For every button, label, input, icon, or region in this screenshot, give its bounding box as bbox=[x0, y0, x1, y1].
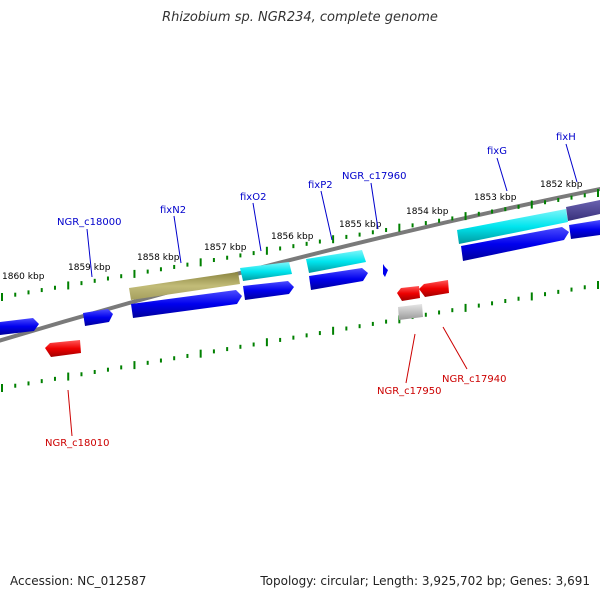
NGR_c17960-cds[interactable] bbox=[383, 264, 388, 277]
gene-arrow-NGR_c17940[interactable] bbox=[419, 280, 449, 297]
label-fixG[interactable]: fixG bbox=[487, 146, 507, 157]
label-NGR_c18000[interactable]: NGR_c18000 bbox=[57, 217, 122, 228]
pseudogene-box[interactable] bbox=[398, 304, 423, 320]
leader-fixO2 bbox=[252, 202, 262, 252]
forward-gene-arrows bbox=[0, 220, 600, 335]
genome-summary-text: Topology: circular; Length: 3,925,702 bp… bbox=[260, 574, 590, 588]
accession-text: Accession: NC_012587 bbox=[10, 574, 147, 588]
fixH-cds[interactable] bbox=[566, 200, 600, 221]
scale-labels: 1852 kbp 1853 kbp 1854 kbp 1855 kbp 1856… bbox=[2, 180, 583, 282]
fixO2-cds[interactable] bbox=[240, 262, 292, 281]
fixP2-cds[interactable] bbox=[306, 250, 366, 273]
fixN2-cds[interactable] bbox=[129, 272, 240, 300]
gene-arrow-NGR_c18000[interactable] bbox=[83, 309, 113, 326]
reverse-scale-dots bbox=[1, 281, 599, 392]
label-NGR_c17950[interactable]: NGR_c17950 bbox=[377, 386, 442, 397]
reverse-gene-arrows bbox=[45, 280, 449, 357]
scale-label-1852: 1852 kbp bbox=[540, 180, 583, 190]
map-title: Rhizobium sp. NGR234, complete genome bbox=[162, 10, 438, 25]
leader-NGR_c17960 bbox=[370, 182, 379, 230]
forward-leader-lines bbox=[86, 143, 578, 278]
gene-arrow-fixP2[interactable] bbox=[309, 268, 368, 290]
gene-arrow-NGR_c18010[interactable] bbox=[45, 340, 81, 357]
label-NGR_c17940[interactable]: NGR_c17940 bbox=[442, 374, 507, 385]
gene-arrow-fixO2[interactable] bbox=[243, 281, 294, 300]
scale-label-1853: 1853 kbp bbox=[474, 193, 517, 203]
reverse-gene-labels: NGR_c17940 NGR_c17950 NGR_c18010 bbox=[45, 374, 507, 449]
gene-arrow-left[interactable] bbox=[0, 318, 39, 335]
scale-label-1856: 1856 kbp bbox=[271, 232, 314, 242]
gene-arrow-fixN2[interactable] bbox=[131, 290, 242, 318]
label-NGR_c18010[interactable]: NGR_c18010 bbox=[45, 438, 110, 449]
forward-scale-dots bbox=[1, 189, 599, 301]
forward-gene-labels: fixH fixG NGR_c17960 fixP2 fixO2 fixN2 N… bbox=[57, 132, 576, 228]
gene-arrow-fixH[interactable] bbox=[569, 220, 600, 239]
scale-label-1860: 1860 kbp bbox=[2, 272, 45, 282]
leader-fixP2 bbox=[320, 190, 333, 241]
label-fixN2[interactable]: fixN2 bbox=[160, 205, 186, 216]
scale-label-1859: 1859 kbp bbox=[68, 263, 111, 273]
leader-NGR_c17940 bbox=[442, 326, 468, 370]
gene-arrow-NGR_c17950[interactable] bbox=[397, 286, 420, 301]
forward-feature-lane bbox=[129, 200, 600, 300]
label-NGR_c17960[interactable]: NGR_c17960 bbox=[342, 171, 407, 182]
label-fixH[interactable]: fixH bbox=[556, 132, 576, 143]
leader-NGR_c17950 bbox=[405, 333, 416, 384]
scale-label-1858: 1858 kbp bbox=[137, 253, 180, 263]
leader-NGR_c18010 bbox=[67, 389, 73, 437]
leader-fixN2 bbox=[173, 215, 182, 264]
gene-arrow-fixG[interactable] bbox=[461, 227, 569, 261]
label-fixP2[interactable]: fixP2 bbox=[308, 180, 333, 191]
leader-fixH bbox=[565, 143, 578, 183]
scale-label-1854: 1854 kbp bbox=[406, 207, 449, 217]
reverse-leader-lines bbox=[67, 326, 468, 437]
label-fixO2[interactable]: fixO2 bbox=[240, 192, 266, 203]
fixG-cds[interactable] bbox=[457, 209, 568, 244]
scale-label-1855: 1855 kbp bbox=[339, 220, 382, 230]
scale-label-1857: 1857 kbp bbox=[204, 243, 247, 253]
leader-fixG bbox=[496, 157, 508, 192]
leader-NGR_c18000 bbox=[86, 228, 93, 278]
